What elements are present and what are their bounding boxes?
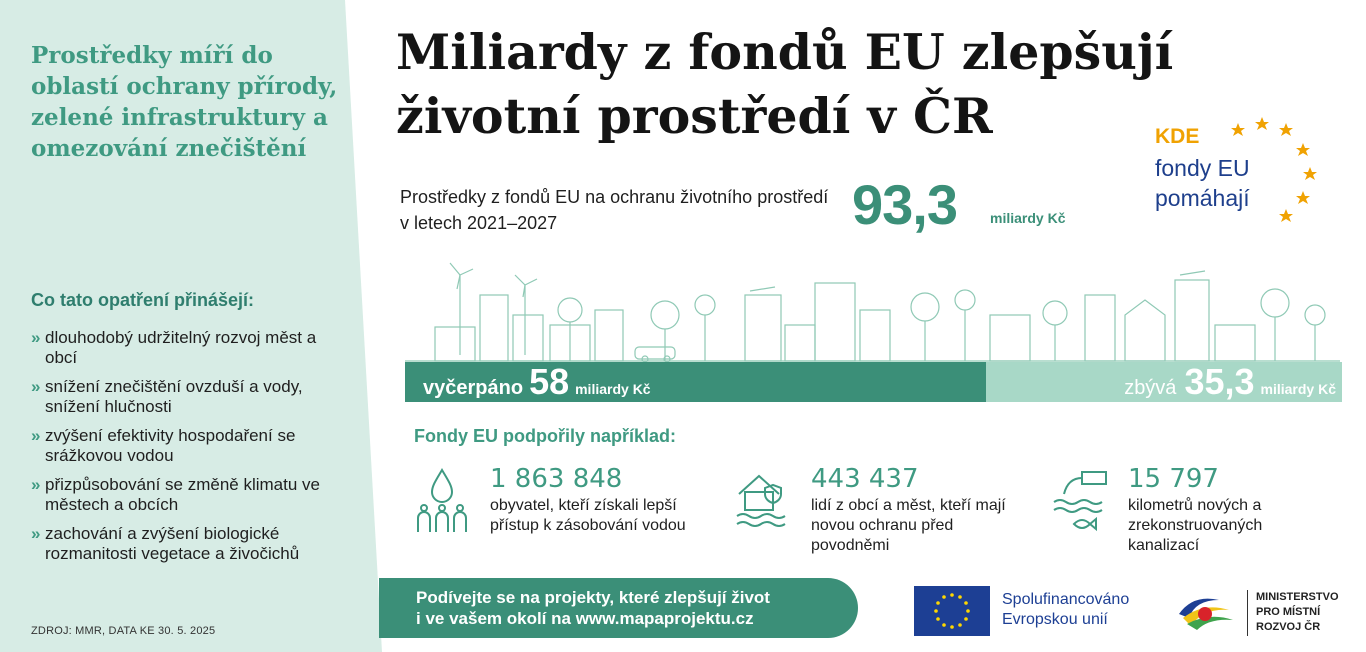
mmr-text-line3: ROZVOJ ČR [1256,621,1321,633]
funds-total: 93,3 [852,173,958,236]
map-projects-cta[interactable]: Podívejte se na projekty, které zlepšují… [379,578,858,638]
water-drops-people-icon [417,468,467,532]
remaining-unit: miliardy Kč [1260,381,1336,397]
stat-description: kilometrů nových a zrekonstruovaných kan… [1128,497,1263,554]
benefits-list: » dlouhodobý udržitelný rozvoj měst a obc… [31,328,331,573]
mmr-text-line2: PRO MÍSTNÍ [1256,606,1321,618]
stat-description: lidí z obcí a měst, kteří mají novou och… [811,497,1006,554]
benefit-item: » dlouhodobý udržitelný rozvoj měst a obc… [31,328,331,368]
benefit-item: » zvýšení efektivity hospodaření se srážk… [31,426,331,466]
mmr-logo-icon [1179,598,1233,630]
eu-text-line1: Spolufinancováno [1002,591,1130,608]
benefit-text: dlouhodobý udržitelný rozvoj měst a obcí [45,328,317,367]
supported-heading: Fondy EU podpořily například: [414,426,677,446]
eu-flag-icon [914,586,990,636]
bullet-icon: » [31,475,41,494]
kde-logo-line2: fondy EU [1155,155,1250,181]
mmr-text: MINISTERSTVO PRO MÍSTNÍ ROZVOJ ČR [1256,590,1339,635]
benefit-text: zvýšení efektivity hospodaření se srážko… [45,426,296,465]
stat-value: 15 797 [1128,464,1219,494]
cta-line1: Podívejte se na projekty, které zlepšují… [416,588,770,607]
used-label: vyčerpáno [423,377,524,399]
stat-description: obyvatel, kteří získali lepší přístup k … [490,497,686,534]
benefit-text: přizpůsobování se změně klimatu ve měste… [45,475,320,514]
kde-logo-line3: pomáhají [1155,185,1250,211]
left-heading: Prostředky míří do oblastí ochrany příro… [31,42,338,162]
city-illustration [405,262,1340,363]
left-panel [0,0,382,652]
source-note: ZDROJ: MMR, DATA KE 30. 5. 2025 [31,625,216,637]
benefit-text: zachování a zvýšení biologické rozmanito… [45,524,300,563]
mmr-divider [1247,590,1248,636]
eu-text-line2: Evropskou unií [1002,611,1108,628]
bullet-icon: » [31,377,41,396]
eu-stars-icon [1231,117,1317,222]
remaining-funds: zbývá 35,3 miliardy Kč [1124,362,1336,402]
benefits-title: Co tato opatření přinášejí: [31,290,255,310]
page-title: Miliardy z fondů EU zlepšují životní pro… [396,23,1174,145]
sewer-pipe-fish-icon [1053,471,1107,532]
eu-cofinanced-text: Spolufinancováno Evropskou unií [1002,590,1129,630]
mmr-text-line1: MINISTERSTVO [1256,591,1339,603]
funds-progress-fill [405,362,986,402]
bullet-icon: » [31,426,41,445]
funds-unit: miliardy Kč [990,210,1066,226]
benefit-item: » zachování a zvýšení biologické rozmanit… [31,524,331,564]
kde-logo-line1: KDE [1155,125,1200,148]
funds-description: Prostředky z fondů EU na ochranu životní… [400,187,829,233]
stat-value: 1 863 848 [490,464,623,494]
cta-line2[interactable]: i ve vašem okolí na www.mapaprojektu.cz [416,609,754,628]
benefit-item: » přizpůsobování se změně klimatu ve měst… [31,475,331,515]
benefit-text: snížení znečištění ovzduší a vody, sníže… [45,377,303,416]
used-funds: vyčerpáno 58 miliardy Kč [423,362,651,402]
bullet-icon: » [31,524,41,543]
funds-progress-bar: vyčerpáno 58 miliardy Kč zbývá 35,3 mili… [405,362,1342,402]
used-value: 58 [529,361,570,402]
kde-fondy-logo: KDE fondy EU pomáhají [1150,115,1330,230]
stat-value: 443 437 [811,464,919,494]
used-unit: miliardy Kč [575,381,651,397]
remaining-value: 35,3 [1184,361,1255,402]
remaining-label: zbývá [1124,377,1177,399]
flood-protected-house-icon [736,474,786,527]
benefit-item: » snížení znečištění ovzduší a vody, sníž… [31,377,331,417]
bullet-icon: » [31,328,41,347]
